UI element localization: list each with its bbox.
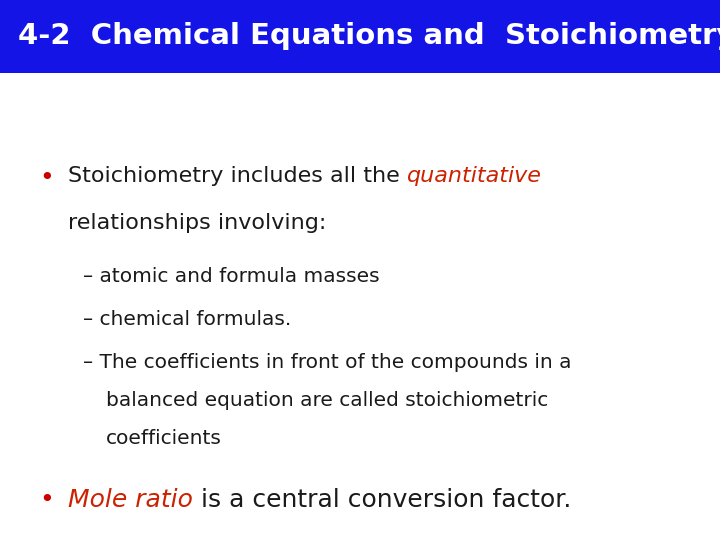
Text: is a central conversion factor.: is a central conversion factor. [193,488,572,512]
Text: – chemical formulas.: – chemical formulas. [83,310,291,329]
Text: Stoichiometry includes all the: Stoichiometry includes all the [68,166,408,186]
Text: coefficients: coefficients [106,429,222,448]
Text: Mole ratio: Mole ratio [68,488,193,512]
Text: balanced equation are called stoichiometric: balanced equation are called stoichiomet… [106,391,548,410]
Text: – atomic and formula masses: – atomic and formula masses [83,267,379,286]
Text: •: • [40,166,54,190]
Text: •: • [40,488,54,512]
Text: quantitative: quantitative [408,166,542,186]
Text: 4-2  Chemical Equations and  Stoichiometry: 4-2 Chemical Equations and Stoichiometry [18,23,720,50]
Text: – The coefficients in front of the compounds in a: – The coefficients in front of the compo… [83,353,571,372]
Text: relationships involving:: relationships involving: [68,213,327,233]
